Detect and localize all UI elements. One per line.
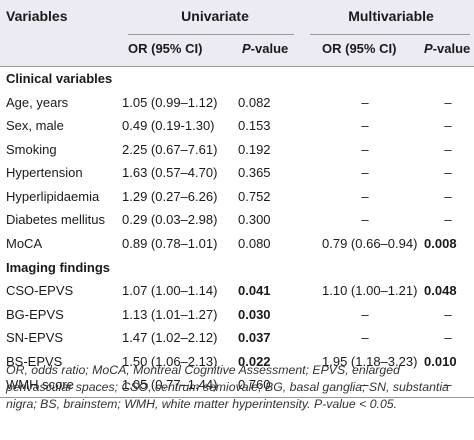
section-title: Clinical variables — [6, 71, 113, 86]
uni-or-cell: 1.29 (0.27–6.26) — [122, 188, 218, 204]
variable-cell: Smoking — [6, 141, 57, 157]
p-suffix: -value — [250, 41, 289, 56]
multi-p-cell: 0.048 — [424, 283, 457, 299]
multi-or-cell: – — [361, 118, 369, 134]
uni-or-cell: 0.29 (0.03–2.98) — [122, 212, 218, 228]
multi-p-cell: 0.008 — [424, 235, 457, 251]
table-row: Diabetes mellitus 0.29 (0.03–2.98) 0.300 – – — [0, 209, 474, 233]
table-row: BS-EPVS 1.50 (1.06–2.13) 0.022 1.95 (1.18–3… — [0, 350, 474, 374]
univariate-rule — [128, 34, 294, 35]
uni-p-cell: 0.153 — [238, 118, 271, 134]
uni-or-cell: 1.47 (1.02–2.12) — [122, 330, 218, 346]
header-row-top: Variables Univariate Multivariable — [0, 0, 474, 32]
p-suffix: -value — [432, 41, 471, 56]
multi-or-cell: – — [361, 165, 369, 181]
table-row: CSO-EPVS 1.07 (1.00–1.14) 0.041 1.10 (1.00–… — [0, 280, 474, 304]
uni-or-cell: 0.89 (0.78–1.01) — [122, 235, 218, 251]
variable-cell: WMH score — [6, 377, 74, 393]
multivariable-header: Multivariable — [308, 0, 474, 32]
uni-or-cell: 0.49 (0.19-1.30) — [122, 118, 215, 134]
uni-p-cell: 0.030 — [238, 306, 271, 322]
multi-or-header: OR (95% CI) — [308, 32, 423, 67]
variable-cell: MoCA — [6, 235, 43, 251]
multi-or-cell: – — [361, 188, 369, 204]
uni-p-cell: 0.037 — [238, 330, 271, 346]
table-row: Smoking 2.25 (0.67–7.61) 0.192 – – — [0, 138, 474, 162]
multi-or-cell: – — [361, 212, 369, 228]
multi-p-cell: – — [444, 94, 452, 110]
variable-cell: Diabetes mellitus — [6, 212, 105, 228]
table-row: Sex, male 0.49 (0.19-1.30) 0.153 – – — [0, 115, 474, 139]
table-row: Hyperlipidaemia 1.29 (0.27–6.26) 0.752 – – — [0, 185, 474, 209]
multi-or-cell: – — [361, 377, 369, 393]
uni-p-cell: 0.192 — [238, 141, 271, 157]
variable-cell: SN-EPVS — [6, 330, 64, 346]
multi-p-cell: – — [444, 377, 452, 393]
uni-or-header: OR (95% CI) — [122, 32, 236, 67]
uni-p-cell: 0.365 — [238, 165, 271, 181]
uni-p-cell: 0.041 — [238, 283, 271, 299]
multivariable-label: Multivariable — [348, 8, 434, 24]
uni-or-cell: 1.05 (0.99–1.12) — [122, 94, 218, 110]
uni-p-header: P-value — [236, 32, 309, 67]
uni-p-cell: 0.082 — [238, 94, 271, 110]
variable-cell: CSO-EPVS — [6, 283, 74, 299]
multi-p-header: P-value — [422, 32, 474, 67]
section-title: Imaging findings — [6, 259, 110, 275]
multi-p-cell: – — [444, 330, 452, 346]
uni-p-cell: 0.080 — [238, 235, 271, 251]
uni-or-cell: 1.50 (1.06–2.13) — [122, 353, 218, 369]
empty-header-cell — [0, 32, 122, 67]
variables-header: Variables — [0, 0, 122, 32]
multi-p-cell: – — [444, 306, 452, 322]
variable-cell: BG-EPVS — [6, 306, 64, 322]
table-footnote: OR, odds ratio; MoCA, Montreal Cognitive… — [6, 363, 449, 411]
table-row: Hypertension 1.63 (0.57–4.70) 0.365 – – — [0, 162, 474, 186]
table-row: SN-EPVS 1.47 (1.02–2.12) 0.037 – – — [0, 327, 474, 351]
multi-p-cell: – — [444, 118, 452, 134]
multivariable-rule — [310, 34, 470, 35]
multi-or-cell: – — [361, 141, 369, 157]
uni-or-cell: 1.05 (0.77–1.44) — [122, 377, 218, 393]
regression-table: Variables Univariate Multivariable OR (9… — [0, 0, 474, 398]
multi-or-cell: – — [361, 306, 369, 322]
table-row: WMH score 1.05 (0.77–1.44) 0.760 – – — [0, 374, 474, 398]
section-row: Clinical variables — [0, 67, 474, 92]
p-italic: P — [242, 41, 251, 56]
header-row-sub: OR (95% CI) P-value OR (95% CI) P-value — [0, 32, 474, 67]
variable-cell: Sex, male — [6, 118, 64, 134]
variable-cell: Hypertension — [6, 165, 83, 181]
multi-p-cell: – — [444, 165, 452, 181]
uni-or-cell: 1.63 (0.57–4.70) — [122, 165, 218, 181]
multi-or-cell: 1.95 (1.18–3.23) — [322, 353, 418, 369]
table-row: Age, years 1.05 (0.99–1.12) 0.082 – – — [0, 91, 474, 115]
uni-p-cell: 0.752 — [238, 188, 271, 204]
multi-or-cell: 0.79 (0.66–0.94) — [322, 235, 418, 251]
uni-p-cell: 0.760 — [238, 377, 271, 393]
section-row: Imaging findings — [0, 256, 474, 280]
multi-p-cell: – — [444, 141, 452, 157]
variable-cell: Hyperlipidaemia — [6, 188, 100, 204]
table-row: MoCA 0.89 (0.78–1.01) 0.080 0.79 (0.66–0.94… — [0, 232, 474, 256]
uni-or-cell: 1.07 (1.00–1.14) — [122, 283, 218, 299]
univariate-label: Univariate — [181, 8, 249, 24]
multi-or-cell: – — [361, 330, 369, 346]
variable-cell: Age, years — [6, 94, 69, 110]
multi-p-cell: – — [444, 212, 452, 228]
uni-p-cell: 0.022 — [238, 353, 271, 369]
multi-or-cell: – — [361, 94, 369, 110]
multi-p-cell: 0.010 — [424, 353, 457, 369]
multi-p-cell: – — [444, 188, 452, 204]
multi-or-cell: 1.10 (1.00–1.21) — [322, 283, 418, 299]
uni-or-cell: 1.13 (1.01–1.27) — [122, 306, 218, 322]
univariate-header: Univariate — [122, 0, 309, 32]
variable-cell: BS-EPVS — [6, 353, 63, 369]
table-row: BG-EPVS 1.13 (1.01–1.27) 0.030 – – — [0, 303, 474, 327]
uni-p-cell: 0.300 — [238, 212, 271, 228]
uni-or-cell: 2.25 (0.67–7.61) — [122, 141, 218, 157]
p-italic: P — [424, 41, 433, 56]
